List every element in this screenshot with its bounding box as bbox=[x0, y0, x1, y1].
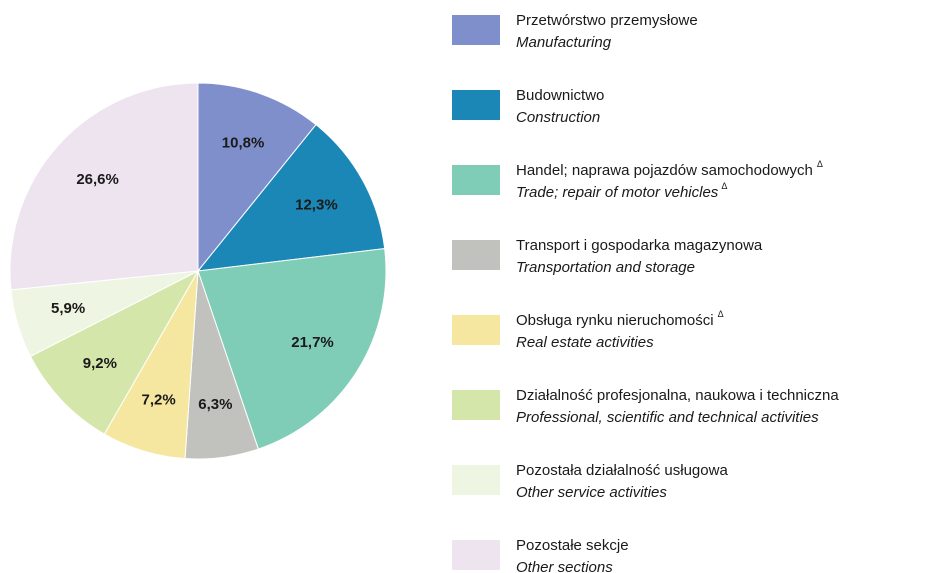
legend-label-en: Other service activities bbox=[516, 484, 667, 501]
legend-label-pl: Obsługa rynku nieruchomości bbox=[516, 312, 714, 329]
legend-label-en: Real estate activities bbox=[516, 334, 654, 351]
pie-slice bbox=[197, 82, 317, 273]
legend-label-pl: Pozostała działalność usługowa bbox=[516, 462, 728, 479]
slice-label: 9,2% bbox=[83, 355, 117, 372]
legend-swatch bbox=[452, 15, 500, 45]
legend-label-en: Transportation and storage bbox=[516, 259, 695, 276]
legend-label: Transport i gospodarka magazynowa bbox=[516, 237, 763, 254]
footnote-mark: Δ bbox=[721, 181, 727, 191]
legend-label: Construction bbox=[516, 109, 600, 126]
slice-label: 6,3% bbox=[198, 396, 232, 413]
pie-slice bbox=[196, 123, 386, 272]
legend-label: Transportation and storage bbox=[516, 259, 695, 276]
slice-label: 7,2% bbox=[142, 391, 176, 408]
slice-label: 5,9% bbox=[51, 300, 85, 317]
pie-slice bbox=[197, 248, 387, 450]
legend-label: Pozostałe sekcje bbox=[516, 537, 629, 554]
legend-swatch bbox=[452, 390, 500, 420]
pie-slice bbox=[29, 269, 200, 435]
legend-label: Real estate activities bbox=[516, 334, 654, 351]
legend-label: Professional, scientific and technical a… bbox=[516, 409, 819, 426]
legend-swatch bbox=[452, 315, 500, 345]
legend-label-pl: Budownictwo bbox=[516, 87, 604, 104]
slice-label: 21,7% bbox=[291, 334, 334, 351]
legend-label: Działalność profesjonalna, naukowa i tec… bbox=[516, 387, 839, 404]
legend-label: Trade; repair of motor vehicles Δ bbox=[516, 181, 727, 201]
legend-swatch bbox=[452, 165, 500, 195]
legend-label: Budownictwo bbox=[516, 87, 604, 104]
pie-slice bbox=[9, 82, 199, 291]
legend-label: Manufacturing bbox=[516, 34, 612, 51]
legend-label: Other service activities bbox=[516, 484, 667, 501]
legend-label-en: Trade; repair of motor vehicles bbox=[516, 184, 719, 201]
legend-swatch bbox=[452, 465, 500, 495]
legend-label-pl: Handel; naprawa pojazdów samochodowych bbox=[516, 162, 813, 179]
legend-label: Handel; naprawa pojazdów samochodowych Δ bbox=[516, 159, 823, 179]
legend-label: Other sections bbox=[516, 559, 613, 573]
footnote-mark: Δ bbox=[817, 159, 823, 169]
slice-label: 10,8% bbox=[222, 134, 265, 151]
slice-label: 26,6% bbox=[76, 171, 119, 188]
legend-swatch bbox=[452, 540, 500, 570]
legend-label-pl: Transport i gospodarka magazynowa bbox=[516, 237, 763, 254]
legend-label: Obsługa rynku nieruchomości Δ bbox=[516, 309, 724, 329]
legend-swatch bbox=[452, 90, 500, 120]
footnote-mark: Δ bbox=[718, 309, 724, 319]
legend-label-pl: Pozostałe sekcje bbox=[516, 537, 629, 554]
legend-label-en: Other sections bbox=[516, 559, 613, 573]
legend-label: Pozostała działalność usługowa bbox=[516, 462, 728, 479]
slice-label: 12,3% bbox=[295, 196, 338, 213]
legend-label-pl: Działalność profesjonalna, naukowa i tec… bbox=[516, 387, 839, 404]
legend-label: Przetwórstwo przemysłowe bbox=[516, 12, 698, 29]
legend-label-en: Manufacturing bbox=[516, 34, 612, 51]
legend-swatch bbox=[452, 240, 500, 270]
legend-label-en: Construction bbox=[516, 109, 600, 126]
legend-label-en: Professional, scientific and technical a… bbox=[516, 409, 819, 426]
legend-label-pl: Przetwórstwo przemysłowe bbox=[516, 12, 698, 29]
